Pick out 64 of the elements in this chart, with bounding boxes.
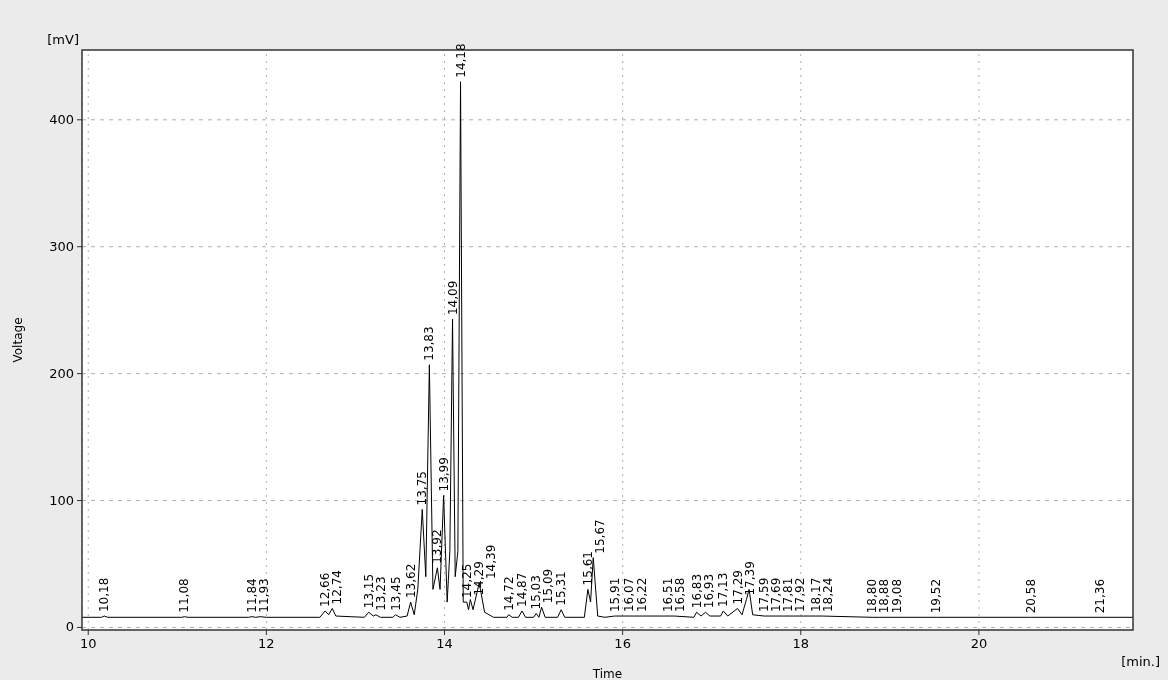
x-tick-label: 20: [970, 636, 988, 651]
annotation: 13,62: [403, 563, 418, 599]
annotation: 14,18: [453, 43, 468, 78]
annotation: 17,81: [781, 577, 796, 613]
annotation: 11,84: [245, 578, 260, 613]
annotation: 11,08: [177, 578, 192, 613]
annotation: 10,18: [97, 577, 112, 613]
annotation: 17,92: [793, 577, 808, 613]
annotation: 14,25: [459, 563, 474, 599]
annotation: 13,83: [422, 326, 437, 361]
annotation: 16,07: [621, 577, 636, 613]
y-tick-label: 100: [49, 492, 74, 508]
y-tick-label: 0: [65, 619, 74, 635]
annotation: 17,29: [730, 570, 745, 605]
annotation: 13,75: [415, 471, 430, 506]
annotation: 13,15: [361, 573, 376, 609]
annotation: 13,45: [388, 576, 403, 611]
annotation: 13,99: [436, 457, 451, 492]
annotation: 15,09: [541, 568, 556, 604]
text: [min.]: [1121, 654, 1160, 669]
annotation: 12,74: [330, 570, 345, 605]
annotation: 20,58: [1023, 578, 1038, 614]
annotation: 18,24: [820, 577, 835, 613]
y-tick-label: 200: [49, 365, 74, 381]
x-tick-label: 12: [258, 636, 275, 651]
annotation: 12,66: [318, 572, 333, 607]
annotation: 17,59: [757, 577, 772, 613]
y-axis-title: Voltage: [11, 317, 25, 363]
y-tick-label: 300: [49, 238, 74, 254]
annotation: 16,83: [689, 573, 704, 609]
annotation: 15,03: [529, 575, 544, 610]
annotation: 18,80: [865, 578, 880, 614]
annotation: 17,39: [742, 561, 757, 596]
x-axis-title: Time: [591, 667, 623, 680]
x-tick-label: 14: [436, 636, 453, 651]
text: [mV]: [47, 32, 79, 47]
annotation: 11,93: [257, 578, 272, 613]
annotation: 14,87: [514, 572, 529, 607]
annotation: 15,91: [607, 577, 622, 613]
annotation: 13,23: [373, 576, 388, 611]
annotation: 16,51: [661, 577, 676, 613]
annotation: 17,69: [769, 577, 784, 613]
y-tick-label: 400: [49, 111, 74, 127]
annotation: 15,67: [592, 519, 607, 554]
annotation: 21,36: [1093, 578, 1108, 614]
annotation: 18,88: [877, 578, 892, 614]
annotation: 13,92: [430, 529, 445, 564]
annotation: 16,58: [673, 577, 688, 613]
annotation: 15,61: [580, 551, 595, 586]
x-tick-label: 10: [79, 636, 97, 651]
annotation: 14,39: [483, 544, 498, 580]
annotation: 14,29: [471, 561, 486, 596]
annotation: 19,08: [889, 578, 904, 614]
annotation: 14,72: [501, 576, 516, 611]
x-tick-label: 16: [614, 636, 631, 651]
line-series: [82, 81, 1133, 618]
annotation: 17,13: [716, 572, 731, 607]
annotation: 16,93: [701, 573, 716, 609]
annotation: 18,17: [808, 577, 823, 613]
x-tick-label: 18: [792, 636, 810, 651]
annotation: 16,22: [635, 577, 650, 613]
annotation: 15,31: [554, 571, 569, 606]
annotation: 14,09: [445, 280, 460, 316]
annotation: 19,52: [929, 578, 944, 614]
